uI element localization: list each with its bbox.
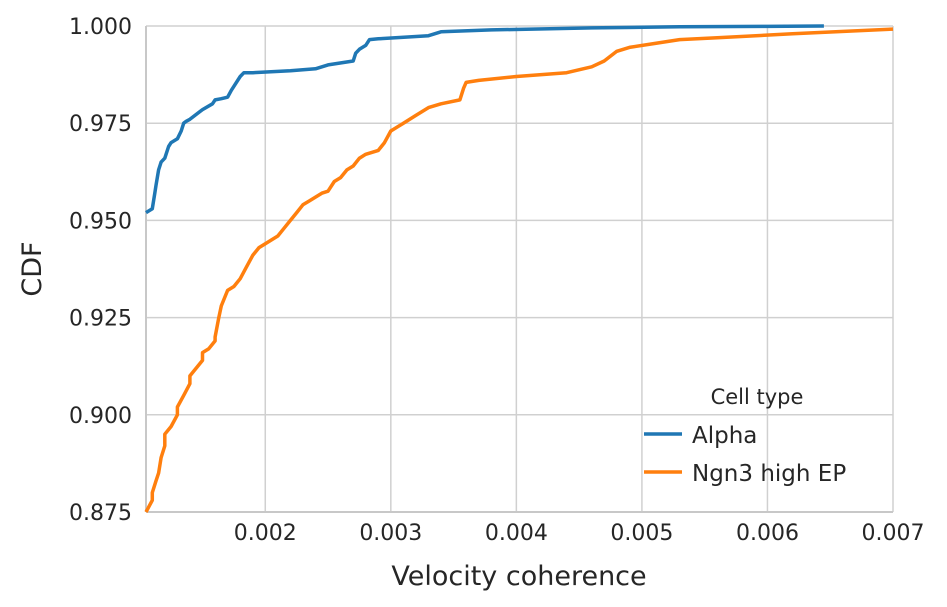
series-lines [144, 24, 894, 513]
series-line-ngn3-high-ep [144, 27, 894, 513]
y-tick-label: 0.900 [69, 404, 132, 429]
series-line-alpha [145, 24, 824, 215]
x-tick-label: 0.007 [862, 521, 925, 546]
x-tick-label: 0.004 [485, 521, 548, 546]
y-tick-label: 1.000 [69, 15, 132, 40]
legend-title: Cell type [711, 385, 804, 409]
y-tick-label: 0.950 [69, 209, 132, 234]
y-tick-label: 0.975 [69, 112, 132, 137]
legend-label-alpha: Alpha [692, 423, 757, 449]
legend: Cell type Alpha Ngn3 high EP [644, 385, 846, 487]
x-tick-label: 0.005 [610, 521, 673, 546]
axes-frame [145, 26, 893, 513]
y-axis-label: CDF [17, 241, 48, 296]
x-tick-label: 0.003 [359, 521, 422, 546]
y-tick-label: 0.875 [69, 501, 132, 526]
y-tick-label: 0.925 [69, 307, 132, 332]
tick-labels: 0.002 0.003 0.004 0.005 0.006 0.007 0.875 0.900… [69, 15, 924, 546]
legend-label-ngn3-high-ep: Ngn3 high EP [692, 461, 846, 487]
x-tick-label: 0.002 [234, 521, 297, 546]
x-axis-label: Velocity coherence [391, 561, 646, 592]
x-tick-label: 0.006 [736, 521, 799, 546]
